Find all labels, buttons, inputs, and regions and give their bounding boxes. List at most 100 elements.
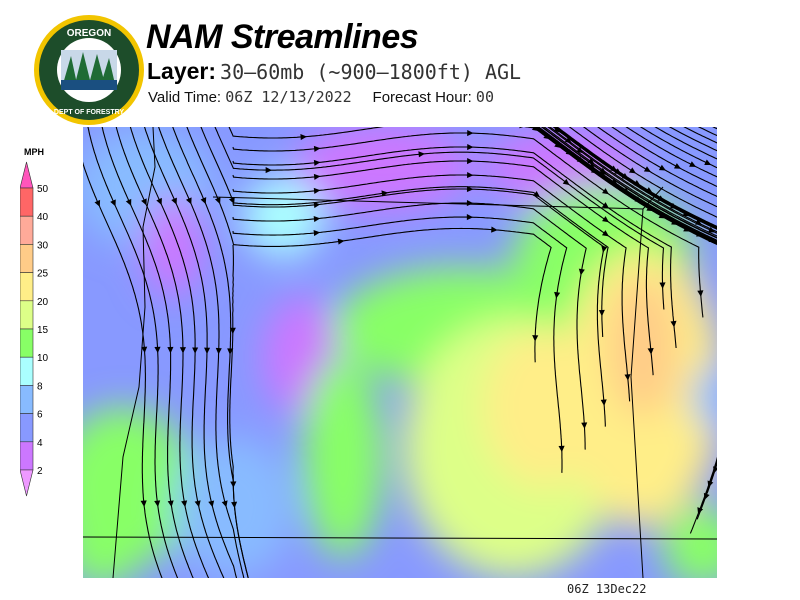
streamline <box>582 127 717 208</box>
streamline-arrow-icon <box>602 202 609 209</box>
streamline-arrow-icon <box>418 151 425 158</box>
streamline <box>232 160 654 376</box>
streamline <box>200 127 609 338</box>
streamline-arrow-icon <box>578 268 585 276</box>
streamline-arrow-icon <box>192 347 199 354</box>
streamline-arrow-icon <box>167 346 174 354</box>
streamline-arrow-icon <box>689 161 697 167</box>
streamline-arrow-icon <box>214 197 221 205</box>
streamline <box>549 127 717 233</box>
streamline-arrow-icon <box>265 167 272 174</box>
colorbar-tick-label: 2 <box>37 466 43 477</box>
valid-time-value: 06Z 12/13/2022 <box>225 88 352 106</box>
streamline <box>540 127 717 239</box>
streamline <box>232 174 631 402</box>
page-title: NAM Streamlines <box>146 18 419 56</box>
layer-info: Layer: 30–60mb (~900–1800ft) AGL <box>147 58 521 85</box>
streamline-arrow-icon <box>313 229 321 237</box>
colorbar-segment <box>20 356 34 386</box>
colorbar-segment <box>20 244 34 273</box>
streamline <box>597 127 717 198</box>
streamline-arrow-icon <box>125 198 132 206</box>
streamline <box>537 127 717 242</box>
streamline-arrow-icon <box>491 226 498 233</box>
streamline <box>668 127 717 152</box>
streamline <box>568 127 717 218</box>
streamline-arrow-icon <box>576 156 584 163</box>
streamline <box>526 127 717 534</box>
streamline-arrow-icon <box>194 500 201 508</box>
streamline <box>553 127 717 229</box>
streamline-arrow-icon <box>601 230 609 237</box>
colorbar-tick-label: 40 <box>37 212 49 223</box>
svg-text:DEPT OF FORESTRY: DEPT OF FORESTRY <box>54 109 124 116</box>
colorbar-tick-label: 20 <box>37 297 49 308</box>
colorbar-min-arrow <box>20 469 34 497</box>
streamline-arrow-icon <box>179 347 186 354</box>
streamline-arrow-icon <box>467 172 474 179</box>
wind-speed-fill <box>83 127 717 578</box>
colorbar-segment <box>20 441 34 471</box>
streamline-arrow-icon <box>532 335 539 342</box>
colorbar-max-arrow <box>20 161 34 189</box>
colorbar-tick-label: 25 <box>37 269 49 280</box>
streamline-arrow-icon <box>519 127 524 129</box>
colorbar-segment <box>20 187 34 217</box>
colorbar-tick-label: 4 <box>37 438 43 449</box>
streamline-arrow-icon <box>628 167 636 174</box>
streamline <box>639 127 717 169</box>
streamline-arrow-icon <box>185 197 192 205</box>
streamline-arrow-icon <box>94 199 101 207</box>
streamline-arrow-icon <box>381 190 389 197</box>
streamline-arrow-icon <box>313 187 321 194</box>
streamline-arrow-icon <box>708 236 716 242</box>
streamline-arrow-icon <box>601 245 608 253</box>
streamline <box>232 216 568 473</box>
streamline-arrow-icon <box>533 190 541 198</box>
streamline <box>683 127 717 144</box>
colorbar-segment <box>20 328 34 358</box>
streamline-arrow-icon <box>697 507 704 515</box>
streamline-arrow-icon <box>154 346 161 354</box>
streamline-arrow-icon <box>215 347 222 355</box>
streamline-arrow-icon <box>467 144 474 151</box>
streamline-arrow-icon <box>602 216 609 223</box>
streamline-arrow-icon <box>562 178 570 186</box>
streamline-arrow-icon <box>467 158 474 165</box>
streamline <box>534 127 717 244</box>
streamline-arrow-icon <box>221 500 228 508</box>
streamline <box>214 127 665 310</box>
streamline <box>611 127 717 188</box>
streamline <box>232 132 704 318</box>
streamline <box>229 244 249 578</box>
streamline-arrow-icon <box>466 186 474 193</box>
streamline-arrow-icon <box>204 347 211 355</box>
streamline-arrow-icon <box>141 198 147 206</box>
streamline-arrow-icon <box>658 164 666 171</box>
streamline-arrow-icon <box>614 168 622 175</box>
streamline-arrow-icon <box>558 445 565 453</box>
streamline <box>543 127 717 237</box>
streamline-arrow-icon <box>156 197 162 205</box>
streamline <box>625 127 717 178</box>
colorbar-tick-label: 10 <box>37 353 49 364</box>
colorbar-segment <box>20 272 34 302</box>
forecast-hour-value: 00 <box>475 88 494 106</box>
colorbar-segment <box>20 300 34 330</box>
streamline-arrow-icon <box>154 500 161 507</box>
streamline <box>232 188 606 427</box>
streamline <box>697 127 717 137</box>
streamline-arrow-icon <box>624 374 631 381</box>
streamlines <box>83 127 717 578</box>
streamline-arrow-icon <box>670 320 677 328</box>
colorbar-segment <box>20 385 34 414</box>
streamline <box>547 127 717 234</box>
wind-speed-colorbar: MPH 50 40 30 25 20 15 10 8 6 4 2 <box>20 147 49 497</box>
streamline-arrow-icon <box>230 481 237 488</box>
streamline <box>232 202 587 450</box>
streamline-arrow-icon <box>300 133 307 141</box>
svg-text:OREGON: OREGON <box>67 28 111 39</box>
colorbar-tick-label: 15 <box>37 325 49 336</box>
streamline-arrow-icon <box>600 399 607 406</box>
streamline-arrow-icon <box>674 163 682 169</box>
